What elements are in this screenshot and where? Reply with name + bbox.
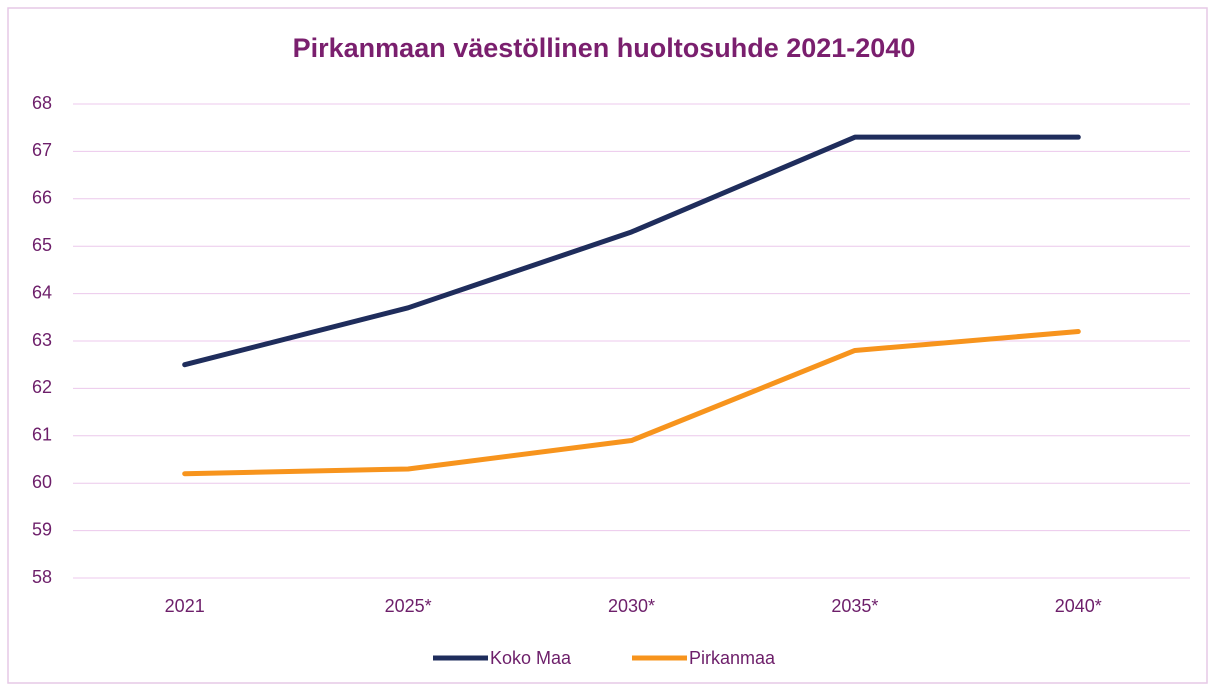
y-tick-label: 66 bbox=[32, 188, 52, 208]
x-tick-label: 2021 bbox=[165, 596, 205, 616]
x-tick-label: 2040* bbox=[1055, 596, 1102, 616]
line bbox=[182, 329, 1081, 477]
x-tick-label: 2035* bbox=[831, 596, 878, 616]
legend-label: Pirkanmaa bbox=[689, 648, 776, 668]
legend-label: Koko Maa bbox=[490, 648, 572, 668]
y-tick-label: 62 bbox=[32, 377, 52, 397]
y-tick-label: 68 bbox=[32, 93, 52, 113]
line bbox=[182, 134, 1081, 368]
x-tick-label: 2030* bbox=[608, 596, 655, 616]
y-tick-label: 61 bbox=[32, 425, 52, 445]
chart-title: Pirkanmaan väestöllinen huoltosuhde 2021… bbox=[293, 33, 916, 63]
x-tick-label: 2025* bbox=[385, 596, 432, 616]
y-tick-label: 58 bbox=[32, 567, 52, 587]
y-tick-label: 67 bbox=[32, 140, 52, 160]
y-tick-label: 65 bbox=[32, 235, 52, 255]
chart-border bbox=[7, 7, 1208, 684]
y-tick-label: 60 bbox=[32, 472, 52, 492]
y-tick-label: 63 bbox=[32, 330, 52, 350]
y-tick-label: 59 bbox=[32, 519, 52, 539]
y-tick-label: 64 bbox=[32, 282, 52, 302]
